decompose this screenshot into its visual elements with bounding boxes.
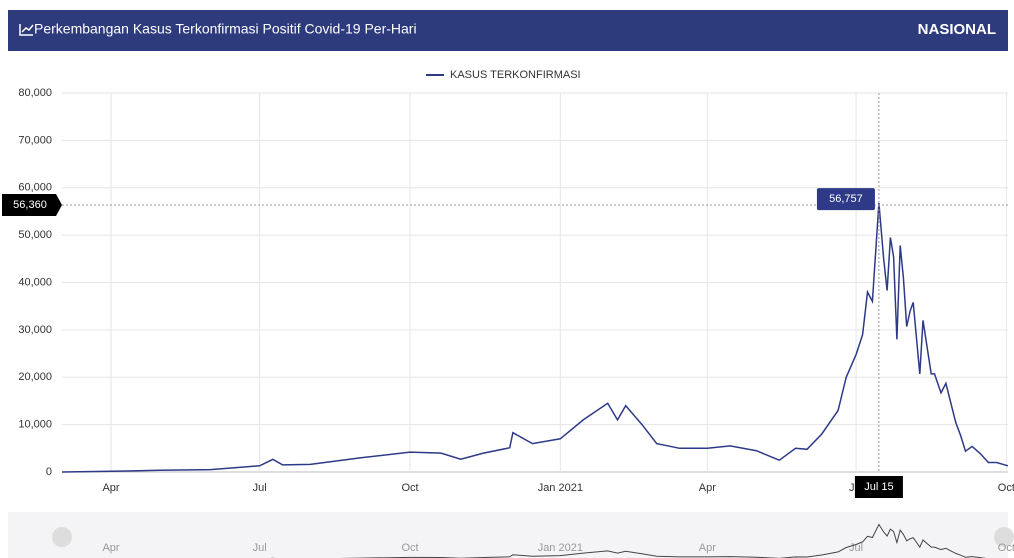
- navigator-tick-label: Oct: [998, 542, 1014, 554]
- navigator-tick-label: Jul: [849, 542, 863, 554]
- navigator-tick-label: Apr: [102, 542, 119, 554]
- chart-icon: [19, 24, 34, 36]
- navigator-tick-label: Jul: [253, 542, 267, 554]
- y-tick-label: 30,000: [18, 324, 52, 336]
- y-tick-label: 50,000: [18, 229, 52, 241]
- data-line: [61, 203, 1009, 473]
- tooltip-label: 56,757: [829, 193, 863, 205]
- y-tick-label: 70,000: [18, 134, 52, 146]
- y-tick-label: 60,000: [18, 182, 52, 194]
- y-tick-label: 80,000: [18, 87, 52, 99]
- navigator-handle[interactable]: [52, 527, 72, 547]
- region-label: NASIONAL: [918, 21, 996, 38]
- y-tick-label: 20,000: [18, 371, 52, 383]
- tooltip-bg: [816, 188, 875, 211]
- legend-label: KASUS TERKONFIRMASI: [450, 69, 581, 81]
- x-tick-label: Oct: [401, 482, 418, 494]
- x-tick-label: Apr: [699, 482, 716, 494]
- x-tick-label: Oct: [998, 482, 1014, 494]
- y-tick-label: 0: [46, 466, 52, 478]
- x-tick-label: Apr: [102, 482, 119, 494]
- crosshair-label: 56,360: [13, 199, 47, 211]
- x-tick-label: Jul: [253, 482, 267, 494]
- x-tick-label: Jan 2021: [538, 482, 583, 494]
- navigator-tick-label: Jan 2021: [538, 542, 583, 554]
- y-tick-label: 40,000: [18, 276, 52, 288]
- header-title: Perkembangan Kasus Terkonfirmasi Positif…: [34, 21, 417, 37]
- navigator-tick-label: Apr: [699, 542, 716, 554]
- crosshair-label-bg: [2, 193, 62, 216]
- navigator-handle[interactable]: [994, 527, 1014, 547]
- y-tick-label: 10,000: [18, 419, 52, 431]
- x-tooltip-label: Jul 15: [864, 481, 893, 493]
- header-bar: [8, 10, 1008, 51]
- x-tooltip-bg: [854, 476, 903, 498]
- navigator-tick-label: Oct: [401, 542, 418, 554]
